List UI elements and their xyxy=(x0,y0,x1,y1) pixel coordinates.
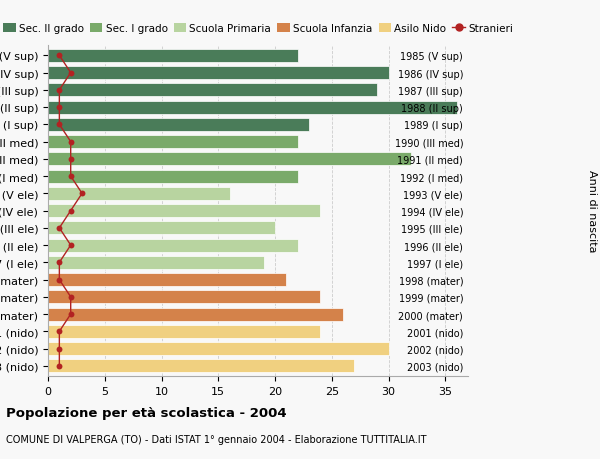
Point xyxy=(66,156,76,163)
Point xyxy=(55,259,64,266)
Point xyxy=(66,294,76,301)
Point xyxy=(66,207,76,215)
Point xyxy=(55,225,64,232)
Legend: Sec. II grado, Sec. I grado, Scuola Primaria, Scuola Infanzia, Asilo Nido, Stran: Sec. II grado, Sec. I grado, Scuola Prim… xyxy=(3,24,513,34)
Point xyxy=(55,276,64,284)
Point xyxy=(55,104,64,112)
Bar xyxy=(48,170,298,183)
Bar xyxy=(48,359,355,373)
Bar xyxy=(48,291,320,304)
Point xyxy=(66,139,76,146)
Point xyxy=(66,173,76,180)
Text: COMUNE DI VALPERGA (TO) - Dati ISTAT 1° gennaio 2004 - Elaborazione TUTTITALIA.I: COMUNE DI VALPERGA (TO) - Dati ISTAT 1° … xyxy=(6,434,427,444)
Text: Anni di nascita: Anni di nascita xyxy=(587,170,597,252)
Bar xyxy=(48,118,309,132)
Bar xyxy=(48,308,343,321)
Bar xyxy=(48,256,263,269)
Point xyxy=(55,87,64,95)
Point xyxy=(55,363,64,370)
Point xyxy=(77,190,87,197)
Bar xyxy=(48,136,298,149)
Point xyxy=(55,52,64,60)
Bar xyxy=(48,101,457,114)
Bar xyxy=(48,342,389,355)
Point xyxy=(66,311,76,318)
Bar xyxy=(48,325,320,338)
Bar xyxy=(48,67,389,80)
Point xyxy=(55,345,64,353)
Bar xyxy=(48,239,298,252)
Bar xyxy=(48,205,320,218)
Bar xyxy=(48,153,411,166)
Point xyxy=(55,121,64,129)
Point xyxy=(66,242,76,249)
Bar xyxy=(48,50,298,63)
Bar xyxy=(48,187,230,201)
Text: Popolazione per età scolastica - 2004: Popolazione per età scolastica - 2004 xyxy=(6,406,287,419)
Bar xyxy=(48,222,275,235)
Point xyxy=(55,328,64,335)
Bar xyxy=(48,274,286,286)
Bar xyxy=(48,84,377,97)
Point xyxy=(66,70,76,77)
